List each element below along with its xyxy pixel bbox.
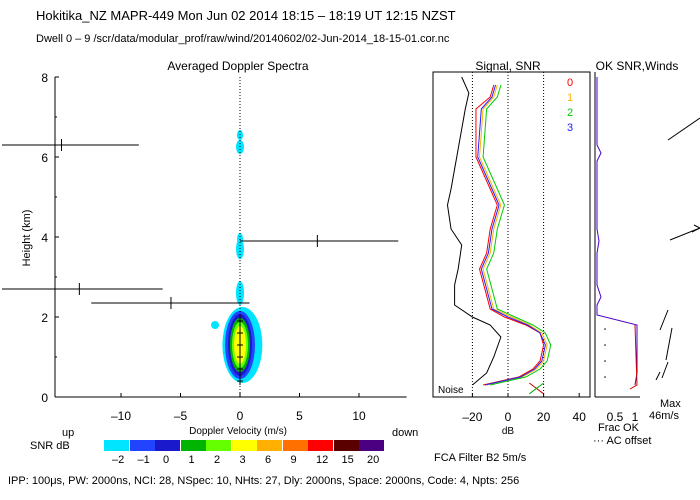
- ac-offset-dot: [604, 360, 606, 362]
- frac-ok-series: [596, 77, 638, 390]
- y-tick-label: 2: [41, 311, 48, 325]
- signal-x-label: dB: [502, 426, 515, 437]
- noise-label: Noise: [438, 385, 464, 396]
- signal-x-tick-label: 40: [573, 410, 587, 424]
- legend-2: 2: [567, 107, 573, 119]
- signal-x-tick-label: –20: [462, 410, 482, 424]
- colorbar-up-label: up: [62, 427, 75, 439]
- y-axis-label: Height (km): [21, 210, 33, 267]
- spectra-contours: [211, 130, 263, 383]
- colorbar-level: 3: [239, 454, 246, 466]
- x-tick-label: 0: [237, 409, 244, 423]
- ac-offset-dots: [604, 328, 606, 378]
- y-tick-label: 6: [41, 151, 48, 165]
- legend-0: 0: [567, 77, 573, 89]
- velocity-marks: [237, 315, 243, 385]
- radar-parameters: IPP: 100μs, PW: 2000ns, NCI: 28, NSpec: …: [8, 475, 520, 487]
- colorbar-level: 15: [341, 454, 354, 466]
- colorbar-swatch: [333, 440, 359, 451]
- max-value: 46m/s: [649, 410, 679, 422]
- colorbar-level: 0: [163, 454, 170, 466]
- colorbar-swatch: [359, 440, 384, 451]
- series-3: [477, 84, 546, 386]
- wind-barb: [659, 309, 669, 331]
- colorbar-level: 2: [214, 454, 221, 466]
- doppler-spectra-panel: –10 –5 0 5 10 0 2 4 6 8 Height (km) Doppler Velo…: [2, 71, 407, 437]
- legend-3: 3: [567, 122, 573, 134]
- series-noise: [446, 76, 502, 386]
- series-2: [482, 84, 552, 386]
- colorbar-level: –1: [137, 454, 150, 466]
- chart-title-line1: Hokitika_NZ MAPR-449 Mon Jun 02 2014 18:…: [36, 8, 456, 23]
- ac-offset-label: ··· AC offset: [593, 435, 652, 447]
- colorbar-level: 12: [316, 454, 329, 466]
- panel3-title: OK SNR,Winds: [596, 59, 679, 73]
- x-axis-label: Doppler Velocity (m/s): [189, 426, 287, 437]
- error-bars: [2, 139, 399, 309]
- signal-x-tick-label: 20: [537, 410, 551, 424]
- frac-x-tick-label: 0.5: [607, 410, 624, 424]
- y-tick-label: 4: [41, 231, 48, 245]
- x-tick-label: 10: [352, 409, 366, 423]
- ok-snr-winds-panel: 0.5 1: [594, 72, 700, 424]
- signal-x-tick-label: 0: [505, 410, 512, 424]
- x-tick-label: –10: [111, 409, 131, 423]
- colorbar-swatch: [155, 440, 180, 451]
- frac-x-tick-label: 1: [632, 410, 639, 424]
- wind-barb: [655, 371, 661, 381]
- panel2-title: Signal, SNR: [475, 59, 541, 73]
- legend-1: 1: [567, 92, 573, 104]
- colorbar-swatch: [104, 440, 129, 451]
- colorbar-level: 1: [188, 454, 195, 466]
- fca-filter-label: FCA Filter B2 5m/s: [434, 452, 527, 464]
- wind-barb: [661, 361, 669, 379]
- colorbar-swatch: [180, 440, 206, 451]
- signal-guides: [471, 72, 545, 397]
- y-tick-label: 0: [41, 391, 48, 405]
- colorbar-swatch: [282, 440, 308, 451]
- snr-contour: [211, 321, 220, 329]
- colorbar-level: 9: [290, 454, 297, 466]
- colorbar-level: –2: [112, 454, 125, 466]
- wind-barb: [665, 327, 673, 361]
- y-ticks: 0 2 4 6 8: [41, 71, 59, 405]
- max-label: Max: [660, 398, 681, 410]
- noise-marker: [529, 382, 544, 395]
- wind-barb: [667, 117, 700, 141]
- ac-offset-dot: [604, 328, 606, 330]
- signal-series: [446, 76, 552, 395]
- colorbar-swatch: [206, 440, 231, 451]
- wind-barbs: [655, 117, 700, 381]
- frac-ok-label: Frac OK: [598, 422, 639, 434]
- ac-offset-dot: [604, 344, 606, 346]
- ac-offset-dot: [604, 376, 606, 378]
- chart-title-line2: Dwell 0 – 9 /scr/data/modular_prof/raw/w…: [36, 33, 450, 45]
- frac-x-ticks: 0.5 1: [607, 410, 639, 424]
- series-0: [475, 84, 545, 386]
- colorbar-swatch: [129, 440, 155, 451]
- x-tick-label: 5: [296, 409, 303, 423]
- signal-snr-panel: –20 0 20 40 Noise dB 0 1 2 3: [432, 71, 591, 437]
- signal-x-ticks: –20 0 20 40: [462, 393, 586, 424]
- panel1-title: Averaged Doppler Spectra: [167, 59, 309, 73]
- frac-ok-red: [629, 324, 638, 390]
- series-1: [479, 84, 548, 386]
- x-ticks: –10 –5 0 5 10: [111, 393, 366, 423]
- colorbar-level: 6: [265, 454, 272, 466]
- colorbar-level: 20: [367, 454, 380, 466]
- signal-frame: [432, 71, 591, 398]
- colorbar-down-label: down: [392, 427, 419, 439]
- colorbar-swatch: [231, 440, 257, 451]
- signal-legend: 0 1 2 3: [567, 77, 573, 134]
- colorbar-swatch: [257, 440, 282, 451]
- colorbar-swatch: [308, 440, 333, 451]
- x-tick-label: –5: [174, 409, 188, 423]
- frac-ok-line: [596, 77, 638, 386]
- y-tick-label: 8: [41, 71, 48, 85]
- wind-barb-head: [691, 224, 700, 233]
- colorbar-title: SNR dB: [30, 440, 70, 452]
